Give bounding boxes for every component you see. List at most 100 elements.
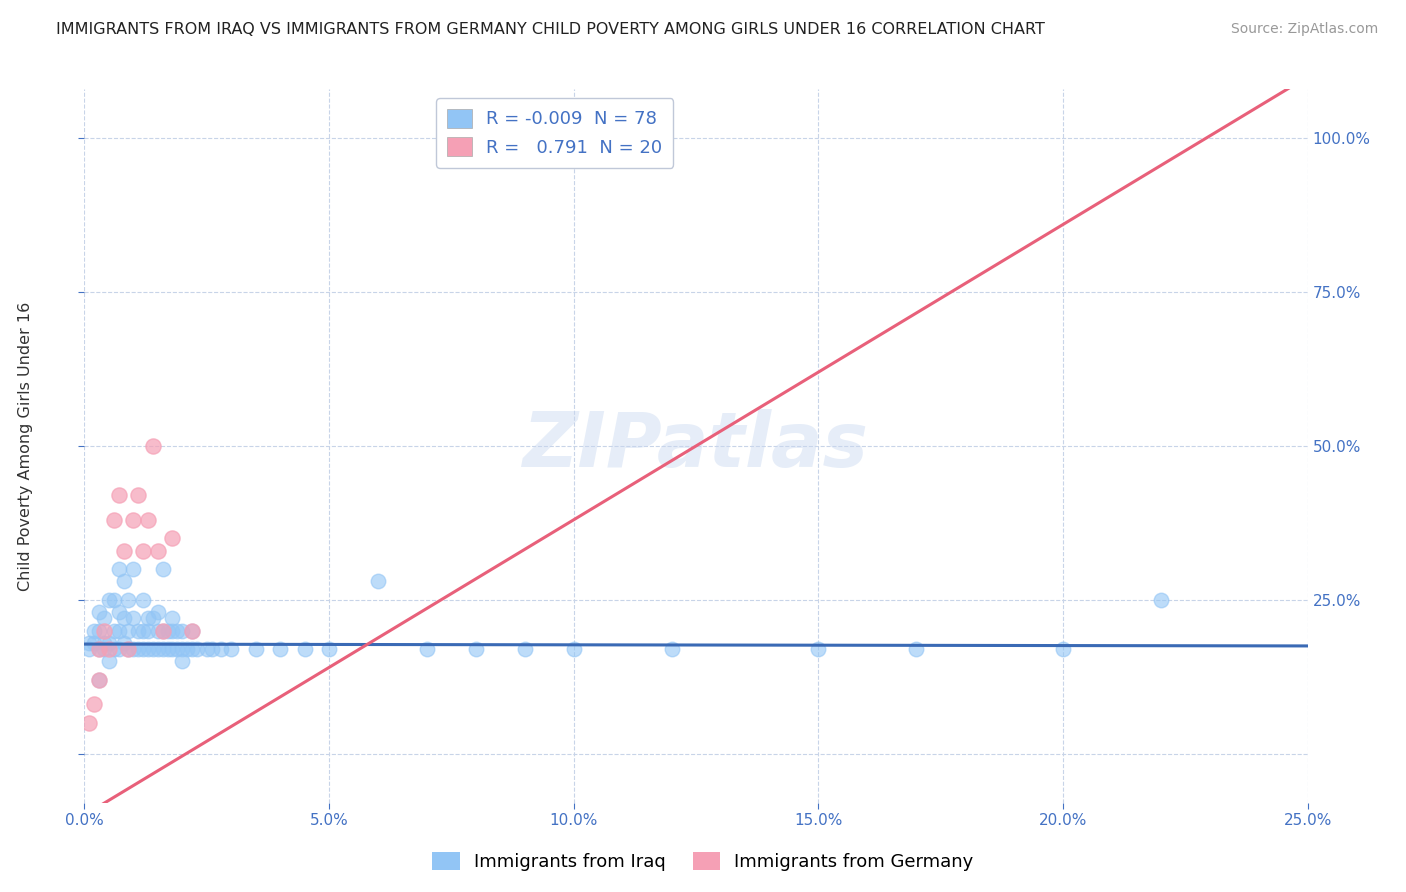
Legend: R = -0.009  N = 78, R =   0.791  N = 20: R = -0.009 N = 78, R = 0.791 N = 20 (436, 98, 673, 168)
Point (97, 592, 120, 607)
Point (103, 642, 125, 657)
Point (93, 642, 115, 657)
Point (117, 642, 139, 657)
Point (513, 642, 536, 657)
Point (107, 605, 129, 619)
Point (93, 636, 115, 650)
Point (127, 624, 149, 638)
Point (142, 611, 165, 625)
Point (200, 642, 222, 657)
Point (464, 642, 486, 657)
Point (136, 611, 159, 625)
Point (209, 642, 232, 657)
Point (269, 642, 291, 657)
Point (107, 624, 129, 638)
Point (162, 611, 184, 625)
Point (152, 642, 174, 657)
Point (103, 624, 125, 638)
Point (87, 624, 110, 638)
Point (77, 715, 100, 730)
Point (294, 642, 316, 657)
Point (152, 624, 174, 638)
Point (562, 642, 585, 657)
Point (117, 642, 139, 657)
Point (142, 439, 165, 453)
Point (166, 642, 188, 657)
Point (136, 642, 159, 657)
Point (127, 488, 149, 502)
Point (107, 488, 129, 502)
Point (181, 624, 204, 638)
Point (93, 611, 115, 625)
Point (1052, 642, 1074, 657)
Point (661, 642, 683, 657)
Point (318, 642, 340, 657)
Point (77, 636, 100, 650)
Text: Source: ZipAtlas.com: Source: ZipAtlas.com (1230, 22, 1378, 37)
Point (132, 592, 155, 607)
Point (103, 513, 125, 527)
Point (245, 642, 267, 657)
Point (186, 642, 208, 657)
Point (181, 624, 204, 638)
Point (142, 642, 165, 657)
Point (219, 642, 242, 657)
Point (172, 642, 194, 657)
Point (146, 624, 169, 638)
Point (87, 673, 110, 687)
Point (112, 543, 135, 558)
Point (152, 624, 174, 638)
Point (87, 605, 110, 619)
Point (146, 605, 169, 619)
Text: Child Poverty Among Girls Under 16: Child Poverty Among Girls Under 16 (18, 301, 32, 591)
Point (146, 642, 169, 657)
Point (103, 592, 125, 607)
Point (146, 543, 169, 558)
Point (83, 624, 105, 638)
Point (172, 654, 194, 668)
Point (132, 642, 155, 657)
Text: IMMIGRANTS FROM IRAQ VS IMMIGRANTS FROM GERMANY CHILD POVERTY AMONG GIRLS UNDER : IMMIGRANTS FROM IRAQ VS IMMIGRANTS FROM … (56, 22, 1045, 37)
Point (1150, 592, 1173, 607)
Point (905, 642, 928, 657)
Point (112, 574, 135, 589)
Point (172, 624, 194, 638)
Point (367, 574, 389, 589)
Point (122, 611, 145, 625)
Point (112, 611, 135, 625)
Point (117, 592, 139, 607)
Point (807, 642, 830, 657)
Point (152, 562, 174, 576)
Point (156, 624, 179, 638)
Point (195, 642, 218, 657)
Point (132, 624, 155, 638)
Point (117, 624, 139, 638)
Point (87, 642, 110, 657)
Legend: Immigrants from Iraq, Immigrants from Germany: Immigrants from Iraq, Immigrants from Ge… (425, 845, 981, 879)
Point (87, 642, 110, 657)
Point (112, 636, 135, 650)
Point (162, 531, 184, 545)
Point (97, 642, 120, 657)
Point (97, 636, 120, 650)
Point (513, 131, 536, 145)
Point (107, 562, 129, 576)
Point (122, 642, 145, 657)
Point (181, 642, 204, 657)
Point (416, 642, 439, 657)
Point (127, 642, 149, 657)
Point (93, 624, 115, 638)
Point (176, 642, 198, 657)
Point (83, 636, 105, 650)
Point (132, 543, 155, 558)
Point (87, 673, 110, 687)
Point (156, 642, 179, 657)
Text: ZIPatlas: ZIPatlas (523, 409, 869, 483)
Point (122, 513, 145, 527)
Point (136, 624, 159, 638)
Point (166, 624, 188, 638)
Point (162, 624, 184, 638)
Point (136, 513, 159, 527)
Point (122, 562, 145, 576)
Point (77, 642, 100, 657)
